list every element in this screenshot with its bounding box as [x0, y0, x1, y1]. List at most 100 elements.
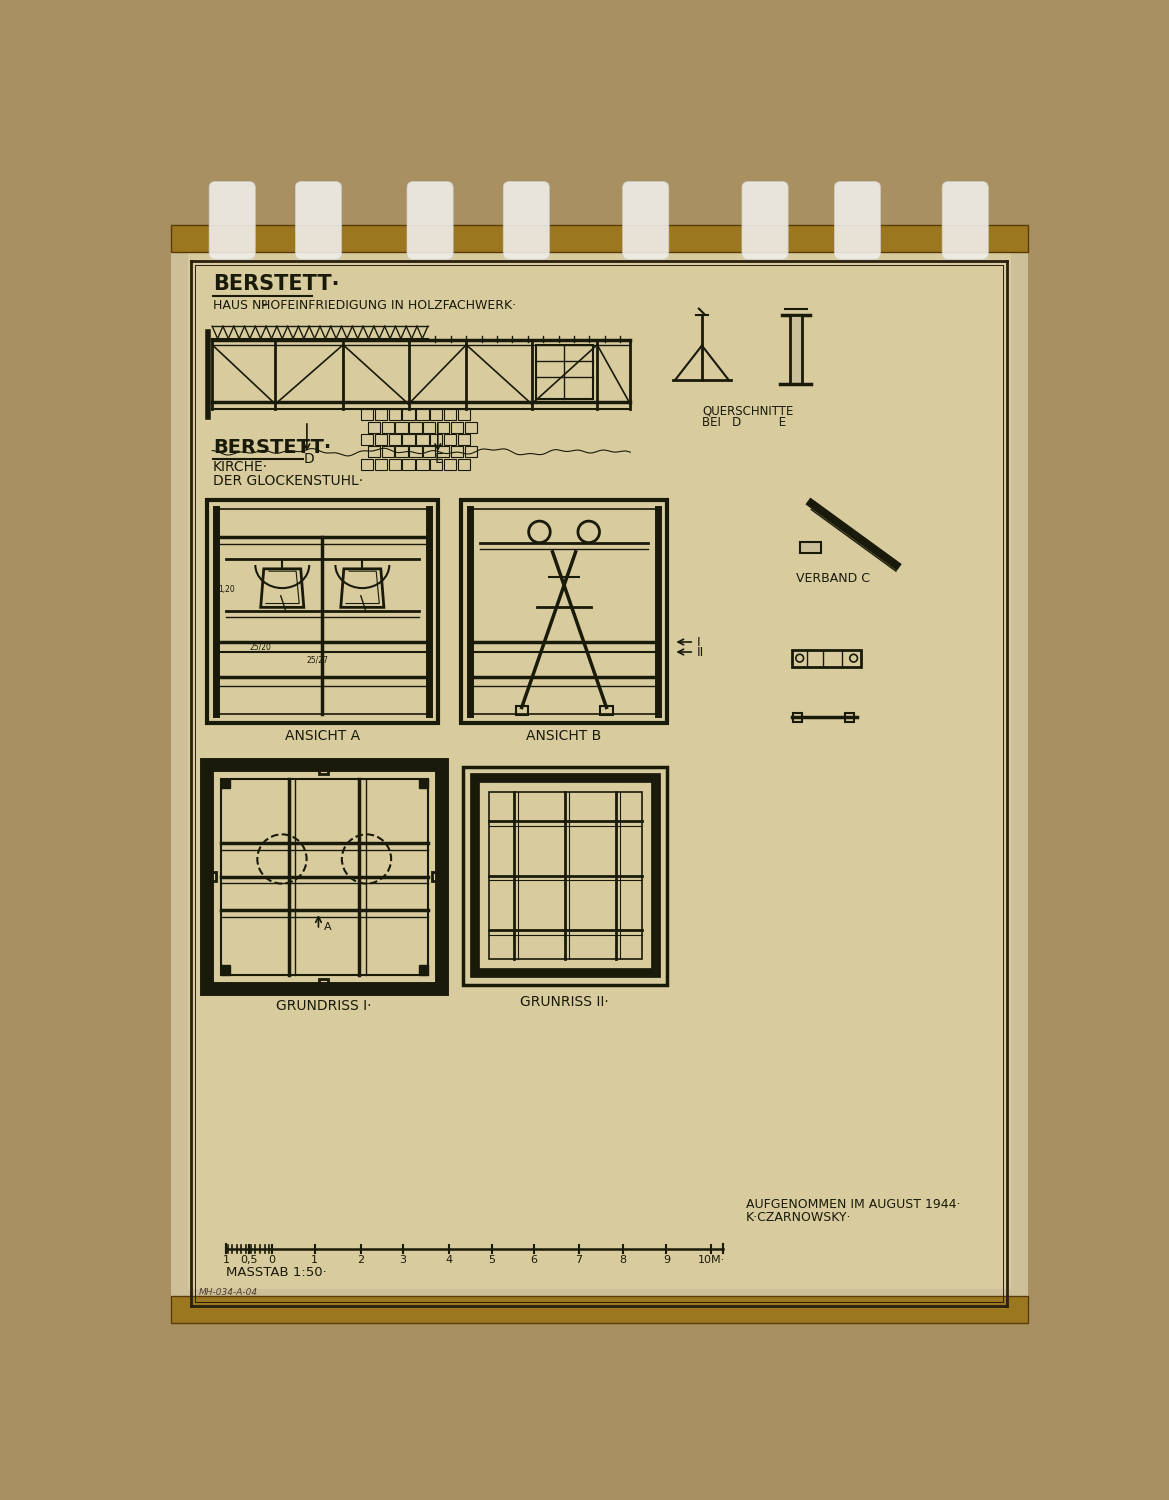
Bar [368, 447, 380, 458]
FancyBboxPatch shape [407, 182, 454, 260]
Bar [461, 500, 667, 723]
Bar [388, 459, 401, 470]
Bar [388, 433, 401, 445]
Bar [600, 706, 613, 716]
Bar [221, 778, 230, 789]
Text: E: E [435, 453, 443, 466]
Text: 1: 1 [222, 1254, 229, 1264]
FancyBboxPatch shape [835, 182, 880, 260]
Text: K·CZARNOWSKY·: K·CZARNOWSKY· [746, 1210, 851, 1224]
Bar [171, 1296, 1028, 1323]
Bar [361, 433, 373, 445]
Text: QUERSCHNITTE: QUERSCHNITTE [701, 405, 794, 418]
Text: BEI   D          E: BEI D E [701, 417, 786, 429]
Bar [423, 447, 436, 458]
Bar [361, 410, 373, 420]
Bar [416, 459, 429, 470]
Bar [319, 765, 328, 774]
Text: MASSTAB 1:50·: MASSTAB 1:50· [226, 1266, 327, 1278]
Bar [416, 433, 429, 445]
Bar [395, 422, 408, 432]
Bar [451, 447, 463, 458]
Bar [791, 650, 862, 666]
Text: 10M·: 10M· [698, 1254, 725, 1264]
Bar [374, 459, 387, 470]
Bar [463, 766, 667, 984]
Text: 2: 2 [358, 1254, 365, 1264]
Bar [402, 459, 415, 470]
Bar [475, 778, 656, 974]
Bar [207, 765, 442, 988]
Bar [381, 447, 394, 458]
Text: 6: 6 [531, 1254, 538, 1264]
Bar [221, 778, 428, 975]
Bar [535, 345, 594, 399]
Bar [221, 966, 230, 975]
Bar [793, 712, 802, 722]
Bar [374, 433, 387, 445]
Bar [402, 433, 415, 445]
Text: 1: 1 [311, 1254, 318, 1264]
Bar [444, 410, 456, 420]
Text: BERSTETT·: BERSTETT· [213, 274, 339, 294]
FancyBboxPatch shape [503, 182, 549, 260]
Text: BERSTETT·: BERSTETT· [213, 438, 331, 458]
Bar [444, 459, 456, 470]
Text: D: D [304, 453, 314, 466]
Bar [465, 422, 477, 432]
Bar [790, 315, 802, 384]
Bar [395, 447, 408, 458]
Bar [451, 422, 463, 432]
Text: ANSICHT A: ANSICHT A [285, 729, 360, 742]
Bar [437, 447, 449, 458]
Text: I: I [697, 636, 700, 650]
Text: 25/27: 25/27 [307, 656, 328, 664]
Text: 0: 0 [269, 1254, 276, 1264]
Text: DER GLOCKENSTUHL·: DER GLOCKENSTUHL· [213, 474, 364, 488]
Bar [800, 542, 822, 552]
Bar [381, 422, 394, 432]
Bar [216, 509, 429, 714]
Bar [458, 433, 470, 445]
Text: HAUS Nº: HAUS Nº [213, 298, 268, 312]
Bar [458, 459, 470, 470]
Bar [409, 422, 422, 432]
Bar [409, 447, 422, 458]
Bar [458, 410, 470, 420]
Bar [423, 422, 436, 432]
Bar [465, 447, 477, 458]
Bar [430, 433, 442, 445]
FancyBboxPatch shape [209, 182, 255, 260]
Text: 5: 5 [489, 1254, 496, 1264]
Text: GRUNDRISS I·: GRUNDRISS I· [276, 999, 372, 1012]
Text: KIRCHE·: KIRCHE· [213, 460, 268, 474]
Bar [430, 459, 442, 470]
Bar [368, 422, 380, 432]
Text: 0,5: 0,5 [241, 1254, 258, 1264]
Bar [470, 509, 658, 714]
Bar [489, 792, 642, 958]
Text: 8: 8 [620, 1254, 627, 1264]
Bar [171, 225, 1028, 252]
Bar [419, 966, 428, 975]
Bar [444, 433, 456, 445]
Bar [433, 871, 442, 882]
Text: GRUNRISS II·: GRUNRISS II· [520, 994, 609, 1010]
Text: 4: 4 [445, 1254, 452, 1264]
Text: II: II [697, 646, 704, 658]
Bar [430, 410, 442, 420]
Bar [402, 410, 415, 420]
Bar [319, 980, 328, 988]
Text: A: A [324, 922, 332, 932]
Bar [388, 410, 401, 420]
Bar [516, 706, 528, 716]
Bar [374, 410, 387, 420]
FancyBboxPatch shape [623, 182, 669, 260]
Text: ANSICHT B: ANSICHT B [526, 729, 602, 742]
Text: 1,20: 1,20 [219, 585, 235, 594]
Text: 3: 3 [400, 1254, 407, 1264]
FancyBboxPatch shape [742, 182, 788, 260]
Bar [437, 422, 449, 432]
Bar [416, 410, 429, 420]
Text: VERBAND C: VERBAND C [796, 572, 870, 585]
